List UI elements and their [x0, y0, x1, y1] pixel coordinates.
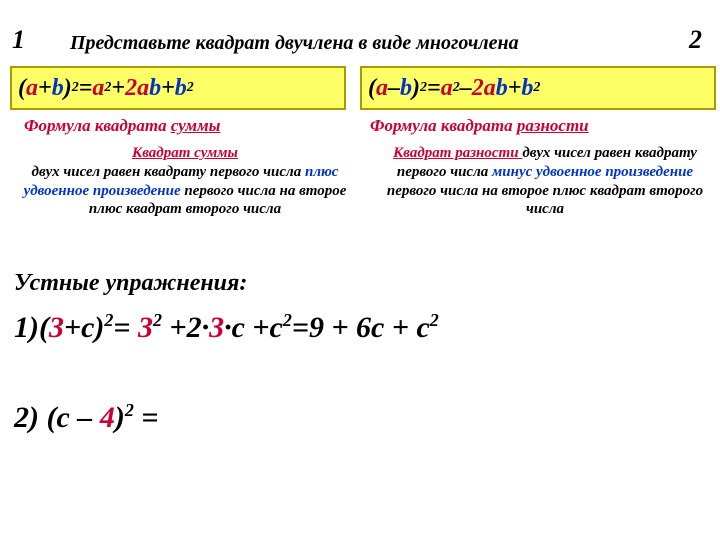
rule-header: Квадрат суммы — [132, 145, 238, 161]
red-3: 3 — [209, 311, 224, 344]
rule-sum: Квадрат суммы двух чисел равен квадрату … — [20, 144, 350, 219]
sq: 2 — [153, 310, 162, 330]
formula-name-diff: Формула квадрата разности — [370, 116, 589, 136]
var-b: b — [400, 75, 412, 102]
prefix: Формула квадрата — [370, 116, 517, 135]
word: суммы — [171, 116, 221, 135]
prefix: Формула квадрата — [24, 116, 171, 135]
coef-2: 2 — [472, 75, 484, 102]
paren: ( — [18, 75, 26, 102]
t: =9 + 6c + c — [292, 311, 430, 344]
red-3: 3 — [49, 311, 64, 344]
t: = — [134, 401, 159, 434]
sq: 2 — [283, 310, 292, 330]
eq: = — [79, 75, 93, 102]
var-a: a — [376, 75, 388, 102]
var-a: a — [137, 75, 149, 102]
var-b: b — [175, 75, 187, 102]
paren: ) — [64, 75, 72, 102]
sq: 2 — [533, 80, 540, 96]
t: +2· — [162, 311, 209, 344]
op-plus: + — [38, 75, 52, 102]
op-plus: + — [508, 75, 522, 102]
red-3: 3 — [138, 311, 153, 344]
op-minus: – — [388, 75, 400, 102]
sq: 2 — [430, 310, 439, 330]
word: разности — [517, 116, 589, 135]
exercise-1: 1)(3+c)2= 32 +2·3·c +c2=9 + 6c + c2 — [14, 310, 439, 345]
sq: 2 — [420, 80, 427, 96]
red-4: 4 — [100, 401, 115, 434]
var-b: b — [52, 75, 64, 102]
t: (c – — [47, 401, 100, 434]
sq: 2 — [187, 80, 194, 96]
rule-text: двух чисел равен квадрату первого числа — [32, 164, 305, 180]
var-b: b — [521, 75, 533, 102]
t: 1)( — [14, 311, 49, 344]
op-plus: + — [161, 75, 175, 102]
page-number-1: 1 — [12, 25, 25, 55]
rule-text: первого числа на второе плюс квадрат вто… — [387, 183, 703, 218]
op-plus: + — [111, 75, 125, 102]
rule-header: Квадрат разности — [393, 145, 522, 161]
sq: 2 — [104, 80, 111, 96]
formula-diff: (a – b)2=a2– 2ab+b2 — [360, 66, 716, 110]
t: ·c +c — [224, 311, 283, 344]
exercise-2: 2) (c – 4)2 = — [14, 400, 158, 435]
rule-blue: минус удвоенное произведение — [492, 164, 693, 180]
t: 2) — [14, 401, 47, 434]
var-a: a — [441, 75, 453, 102]
var-b: b — [149, 75, 161, 102]
formula-sum: (a+b)2=a2+2ab+b2 — [10, 66, 346, 110]
eq: = — [427, 75, 441, 102]
coef-2: 2 — [125, 75, 137, 102]
t: +c) — [64, 311, 104, 344]
var-a: a — [92, 75, 104, 102]
sq: 2 — [72, 80, 79, 96]
rule-diff: Квадрат разности двух чисел равен квадра… — [380, 144, 710, 219]
paren: ( — [368, 75, 376, 102]
var-a: a — [484, 75, 496, 102]
sq: 2 — [125, 400, 134, 420]
page-title: Представьте квадрат двучлена в виде мног… — [70, 32, 519, 55]
formula-name-sum: Формула квадрата суммы — [24, 116, 220, 136]
paren: ) — [412, 75, 420, 102]
op-minus: – — [460, 75, 472, 102]
var-a: a — [26, 75, 38, 102]
var-b: b — [496, 75, 508, 102]
sq: 2 — [453, 80, 460, 96]
page-number-2: 2 — [689, 25, 702, 55]
t: ) — [115, 401, 125, 434]
t: = — [113, 311, 138, 344]
exercises-title: Устные упражнения: — [14, 270, 247, 297]
